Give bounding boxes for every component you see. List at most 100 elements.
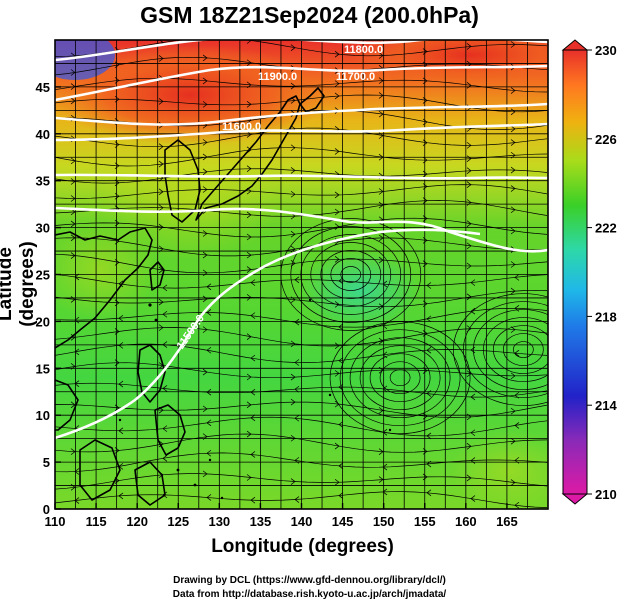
streamline-arrow	[246, 294, 252, 301]
streamline-arrow	[246, 59, 252, 67]
streamline-arrow	[510, 185, 516, 192]
streamline-arrow	[510, 326, 516, 333]
streamline-arrow	[378, 234, 384, 242]
streamline-arrow	[74, 273, 80, 281]
streamline-arrow	[294, 414, 300, 422]
streamline-arrow	[470, 279, 476, 286]
streamline-arrow	[510, 372, 516, 380]
streamline-arrow	[250, 388, 256, 396]
streamline-arrow	[470, 429, 476, 437]
temperature-field: 11800.0 11900.0 11700.0 11600.0 11500.0	[55, 40, 548, 509]
streamline-arrow	[466, 242, 472, 250]
streamline-arrow	[378, 52, 384, 59]
streamline-arrow	[510, 287, 516, 295]
streamline-arrow	[382, 488, 388, 496]
streamline-arrow	[202, 295, 208, 303]
streamline-arrow	[290, 478, 296, 485]
streamline-arrow	[290, 144, 296, 152]
streamline-arrow	[422, 170, 428, 178]
island-dots	[118, 298, 392, 500]
y-tick-label: 35	[36, 174, 50, 189]
streamline-arrow	[206, 494, 212, 501]
streamline-arrow	[70, 97, 76, 105]
streamline-arrow	[246, 131, 252, 138]
streamline-arrow	[334, 442, 340, 450]
streamline-arrow	[246, 251, 252, 259]
y-tick-label: 15	[36, 361, 50, 376]
streamline-arrow	[422, 156, 428, 164]
streamline-arrow	[118, 280, 124, 288]
chart-title: GSM 18Z21Sep2024 (200.0hPa)	[140, 2, 479, 28]
streamline-arrow	[422, 330, 428, 337]
streamline-arrow	[338, 277, 344, 285]
streamline-arrow	[334, 191, 340, 199]
streamline-arrow	[202, 139, 208, 146]
streamline-arrow	[514, 349, 520, 357]
streamline-arrow	[426, 489, 432, 497]
streamline-arrow	[334, 148, 340, 155]
streamline-arrow	[422, 215, 428, 222]
streamline-arrow	[514, 305, 520, 312]
streamline-arrow	[74, 380, 80, 387]
streamline-arrow	[466, 474, 472, 482]
spiral-ring	[453, 293, 548, 406]
streamline-arrow	[206, 309, 212, 316]
streamline-arrow	[162, 284, 168, 292]
streamline-arrow	[510, 407, 516, 415]
streamline-arrow	[338, 492, 344, 499]
streamline-arrow	[70, 334, 76, 341]
streamline-arrow	[290, 340, 296, 348]
streamline-arrow	[158, 98, 164, 105]
streamline-arrow	[422, 300, 428, 308]
streamline-arrow	[246, 165, 252, 172]
x-axis-label: Longitude (degrees)	[211, 536, 394, 557]
lat-lon-grid	[55, 40, 548, 509]
streamline-arrow	[510, 125, 516, 133]
contour-label-4: 11600.0	[222, 121, 261, 133]
streamline-arrow	[422, 183, 428, 190]
colorbar-top-arrow	[561, 39, 589, 51]
streamline-arrow	[70, 195, 76, 202]
streamline-arrow	[466, 167, 472, 174]
streamline-arrow	[294, 496, 300, 503]
streamline-arrow	[290, 44, 296, 51]
spiral-ring	[483, 317, 548, 382]
streamline-arrow	[206, 419, 212, 427]
streamline-arrow	[422, 448, 428, 455]
streamline-arrow	[158, 55, 164, 62]
streamline-arrow	[510, 41, 516, 48]
y-tick-label: 40	[36, 127, 50, 142]
streamline-arrow	[250, 414, 256, 422]
streamline-arrow	[250, 496, 256, 504]
streamline-arrow	[70, 220, 76, 228]
y-axis-ticks: 0 5 10 15 20 25 30 35 40 45	[36, 80, 61, 517]
streamline-arrow	[158, 188, 164, 196]
credit-data: Data from http://database.rish.kyoto-u.a…	[172, 589, 447, 600]
streamline-arrow	[246, 401, 252, 409]
x-tick-label: 155	[414, 514, 436, 529]
spiral-ring	[379, 361, 421, 395]
streamline-arrow	[510, 166, 516, 174]
streamline-arrow	[74, 348, 80, 356]
contour-label-3: 11700.0	[336, 71, 375, 83]
spiral-ring	[463, 301, 548, 398]
spiral-ring	[389, 369, 411, 387]
streamline-arrow	[338, 357, 344, 364]
streamline-arrow	[422, 197, 428, 204]
streamline-arrow	[70, 448, 76, 455]
x-tick-label: 145	[332, 514, 354, 529]
streamline-arrow	[334, 223, 340, 230]
streamline-arrow	[422, 139, 428, 146]
streamline-arrow	[250, 451, 256, 458]
colorbar-tick-label: 210	[595, 487, 617, 502]
spiral-ring	[359, 345, 441, 411]
streamline-arrow	[250, 312, 256, 319]
streamline-arrow	[334, 478, 340, 486]
x-tick-label: 120	[126, 514, 148, 529]
y-tick-label: 30	[36, 221, 50, 236]
x-tick-label: 165	[496, 514, 518, 529]
streamline-arrow	[470, 307, 476, 315]
streamline-arrow	[246, 211, 252, 219]
contour-label-2: 11900.0	[258, 71, 297, 83]
streamline-arrow	[290, 398, 296, 406]
